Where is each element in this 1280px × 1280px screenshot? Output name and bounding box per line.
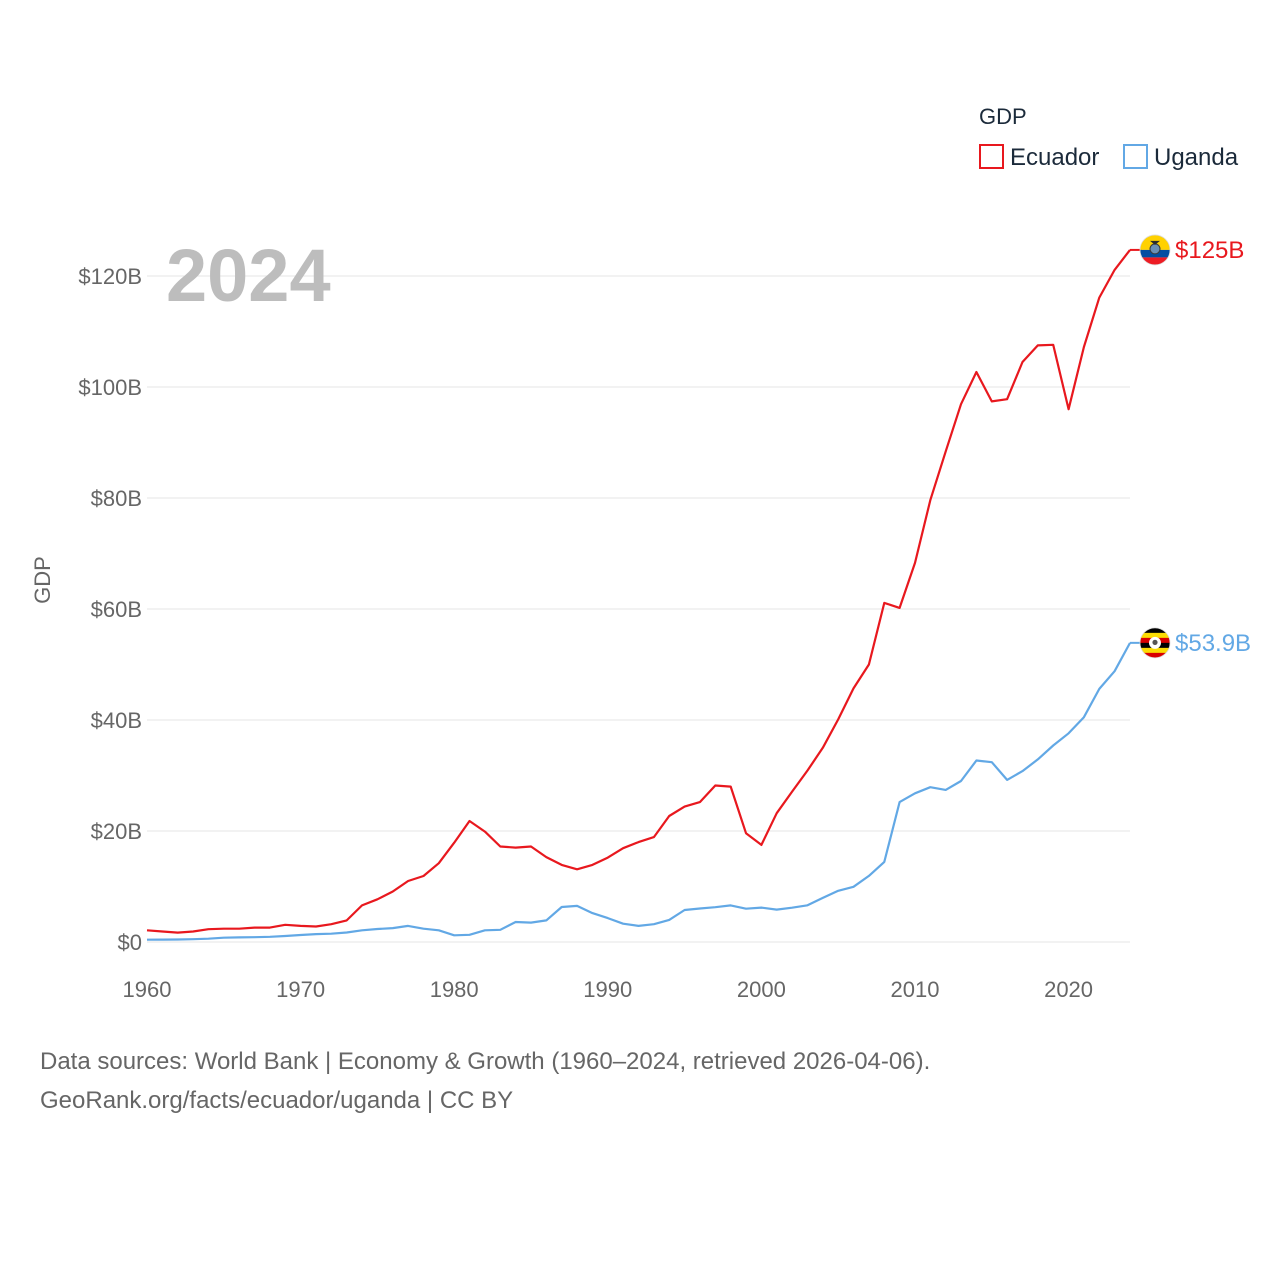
- current-year-label: 2024: [166, 234, 331, 317]
- y-axis-ticks: $0 $20B $40B $60B $80B $100B $120B: [78, 264, 142, 955]
- footer: Data sources: World Bank | Economy & Gro…: [40, 1042, 930, 1120]
- x-tick-label: 1960: [123, 977, 172, 1002]
- legend: GDP Ecuador Uganda: [979, 104, 1239, 171]
- x-tick-label: 2000: [737, 977, 786, 1002]
- y-tick-label: $60B: [91, 597, 142, 622]
- legend-item-uganda[interactable]: Uganda: [1123, 144, 1239, 171]
- end-value-label-uganda: $53.9B: [1175, 630, 1251, 657]
- series-line-uganda: [146, 642, 1131, 941]
- data-source-text: Data sources: World Bank | Economy & Gro…: [40, 1048, 931, 1075]
- y-tick-label: $0: [118, 930, 142, 955]
- y-tick-label: $40B: [91, 708, 142, 733]
- ecuador-flag-icon: [1139, 234, 1171, 266]
- y-tick-label: $120B: [78, 264, 142, 289]
- series-end-labels: $125B $53.9B: [1130, 234, 1251, 659]
- x-tick-label: 2010: [890, 977, 939, 1002]
- legend-swatch-uganda: [1123, 144, 1148, 169]
- series-line-ecuador: [146, 249, 1131, 934]
- uganda-flag-icon: [1139, 627, 1171, 659]
- y-tick-label: $80B: [91, 486, 142, 511]
- legend-label-ecuador: Ecuador: [1010, 144, 1099, 171]
- legend-label-uganda: Uganda: [1154, 144, 1239, 171]
- y-axis-label: GDP: [30, 556, 55, 604]
- source-url-text: GeoRank.org/facts/ecuador/uganda | CC BY: [40, 1087, 514, 1114]
- y-tick-label: $100B: [78, 375, 142, 400]
- x-tick-label: 1980: [430, 977, 479, 1002]
- legend-title: GDP: [979, 104, 1027, 129]
- series-lines: [146, 249, 1131, 941]
- legend-swatch-ecuador: [979, 144, 1004, 169]
- gridlines: [147, 275, 1130, 943]
- legend-item-ecuador[interactable]: Ecuador: [979, 144, 1099, 171]
- x-tick-label: 1990: [583, 977, 632, 1002]
- y-tick-label: $20B: [91, 819, 142, 844]
- x-tick-label: 1970: [276, 977, 325, 1002]
- end-value-label-ecuador: $125B: [1175, 237, 1244, 264]
- x-tick-label: 2020: [1044, 977, 1093, 1002]
- gdp-line-chart: GDP Ecuador Uganda $0 $20B $40B $60B $80B $10…: [30, 104, 1251, 1002]
- x-axis-ticks: 1960 1970 1980 1990 2000 2010 2020: [123, 977, 1094, 1002]
